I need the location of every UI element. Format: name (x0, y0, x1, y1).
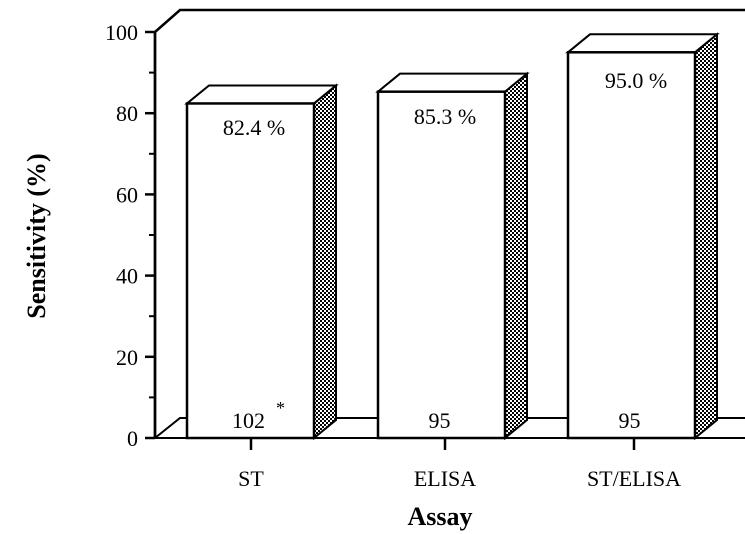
bar-top (565, 33, 720, 54)
bar-n-label: 95 (619, 408, 641, 433)
y-tick-label: 60 (116, 182, 138, 207)
bar-3: 95.0 % 95 (565, 32, 720, 441)
footnote-marker: * (276, 398, 285, 418)
x-category-label: ST/ELISA (587, 466, 681, 491)
y-tick-label: 40 (116, 264, 138, 289)
bar-front (566, 51, 697, 440)
bar-n-label: 102 (232, 408, 265, 433)
bar-value-label: 95.0 % (605, 68, 667, 93)
y-tick-label: 100 (105, 20, 138, 45)
bar-n-label: 95 (429, 408, 451, 433)
x-category-label: ST (238, 466, 264, 491)
x-category-label: ELISA (414, 466, 476, 491)
bar-2: 85.3 % 95 (375, 71, 530, 441)
y-tick-label: 80 (116, 101, 138, 126)
bar-top (375, 72, 530, 93)
y-tick-label: 20 (116, 345, 138, 370)
bar-top (184, 84, 339, 105)
bar-value-label: 85.3 % (414, 104, 476, 129)
bar-value-label: 82.4 % (223, 115, 285, 140)
bar-front (376, 90, 507, 440)
bar-side (504, 71, 528, 441)
bar-side (694, 32, 718, 441)
x-axis-title: Assay (407, 502, 472, 531)
bar-side (313, 83, 337, 441)
y-axis-title: Sensitivity (%) (22, 153, 51, 318)
bar-front (185, 102, 316, 440)
y-tick-label: 0 (127, 426, 138, 451)
bar-1: 82.4 % 102 * (184, 83, 339, 441)
